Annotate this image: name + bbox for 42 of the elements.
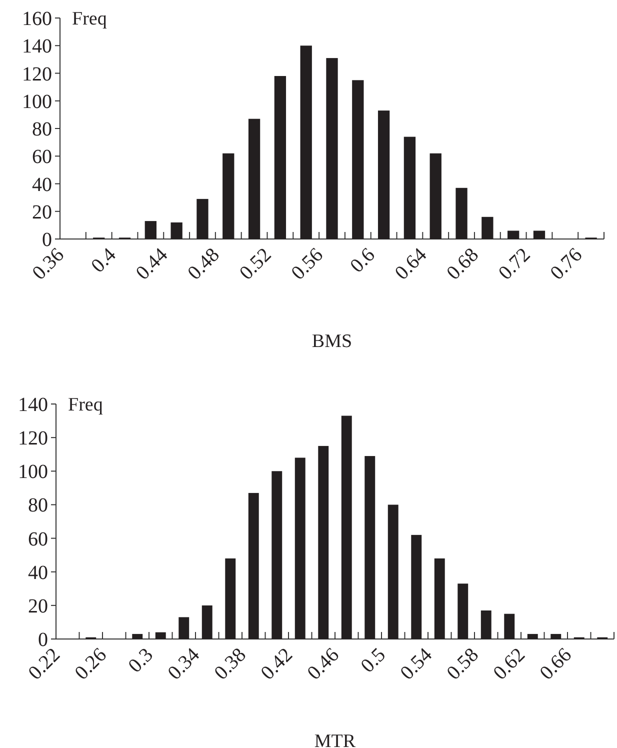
y-tick-label: 100: [22, 90, 52, 113]
x-tick-label: 0.72: [494, 244, 535, 284]
x-tick-label: 0.4: [87, 244, 120, 278]
x-tick-label: 0.3: [124, 644, 158, 678]
y-tick-label: 60: [32, 146, 52, 168]
y-tick-label: 80: [28, 494, 48, 517]
x-tick-label: 0.48: [184, 244, 224, 284]
x-tick-label: 0.54: [396, 644, 436, 684]
y-tick-label: 80: [32, 118, 52, 140]
y-tick-label: 20: [28, 595, 48, 618]
x-tick-label: 0.38: [210, 644, 250, 684]
x-tick-label: 0.46: [303, 644, 344, 684]
y-tick-label: 0: [38, 629, 48, 651]
x-tick-label: 0.26: [70, 644, 111, 684]
y-tick-label: 20: [32, 201, 52, 224]
x-tick-label: 0.76: [546, 244, 587, 284]
y-axis-title: Freq: [72, 8, 108, 30]
x-tick-label: 0.58: [442, 644, 483, 684]
y-tick-label: 140: [22, 36, 52, 58]
x-tick-label: 0.44: [132, 244, 172, 284]
y-tick-label: 140: [18, 394, 48, 416]
y-axis-title: Freq: [68, 394, 104, 416]
y-tick-label: 120: [22, 63, 52, 86]
y-tick-label: 0: [42, 229, 52, 251]
x-tick-label: 0.62: [489, 644, 530, 684]
y-tick-label: 40: [32, 174, 52, 196]
y-tick-label: 60: [28, 528, 48, 550]
x-tick-label: 0.5: [356, 644, 390, 678]
x-tick-label: 0.64: [390, 244, 432, 284]
x-tick-label: 0.6: [346, 244, 380, 278]
x-tick-label: 0.66: [536, 644, 576, 684]
y-tick-label: 100: [18, 461, 48, 484]
y-tick-label: 40: [28, 562, 48, 584]
x-tick-label: 0.68: [442, 244, 483, 284]
y-tick-label: 160: [22, 8, 52, 30]
x-tick-label: 0.34: [164, 644, 204, 684]
x-tick-label: 0.56: [287, 244, 328, 284]
x-axis-title: BMS: [312, 331, 352, 352]
y-tick-label: 120: [18, 428, 48, 450]
x-axis-title: MTR: [314, 731, 356, 748]
x-tick-label: 0.42: [256, 644, 297, 684]
x-tick-label: 0.52: [235, 244, 276, 284]
